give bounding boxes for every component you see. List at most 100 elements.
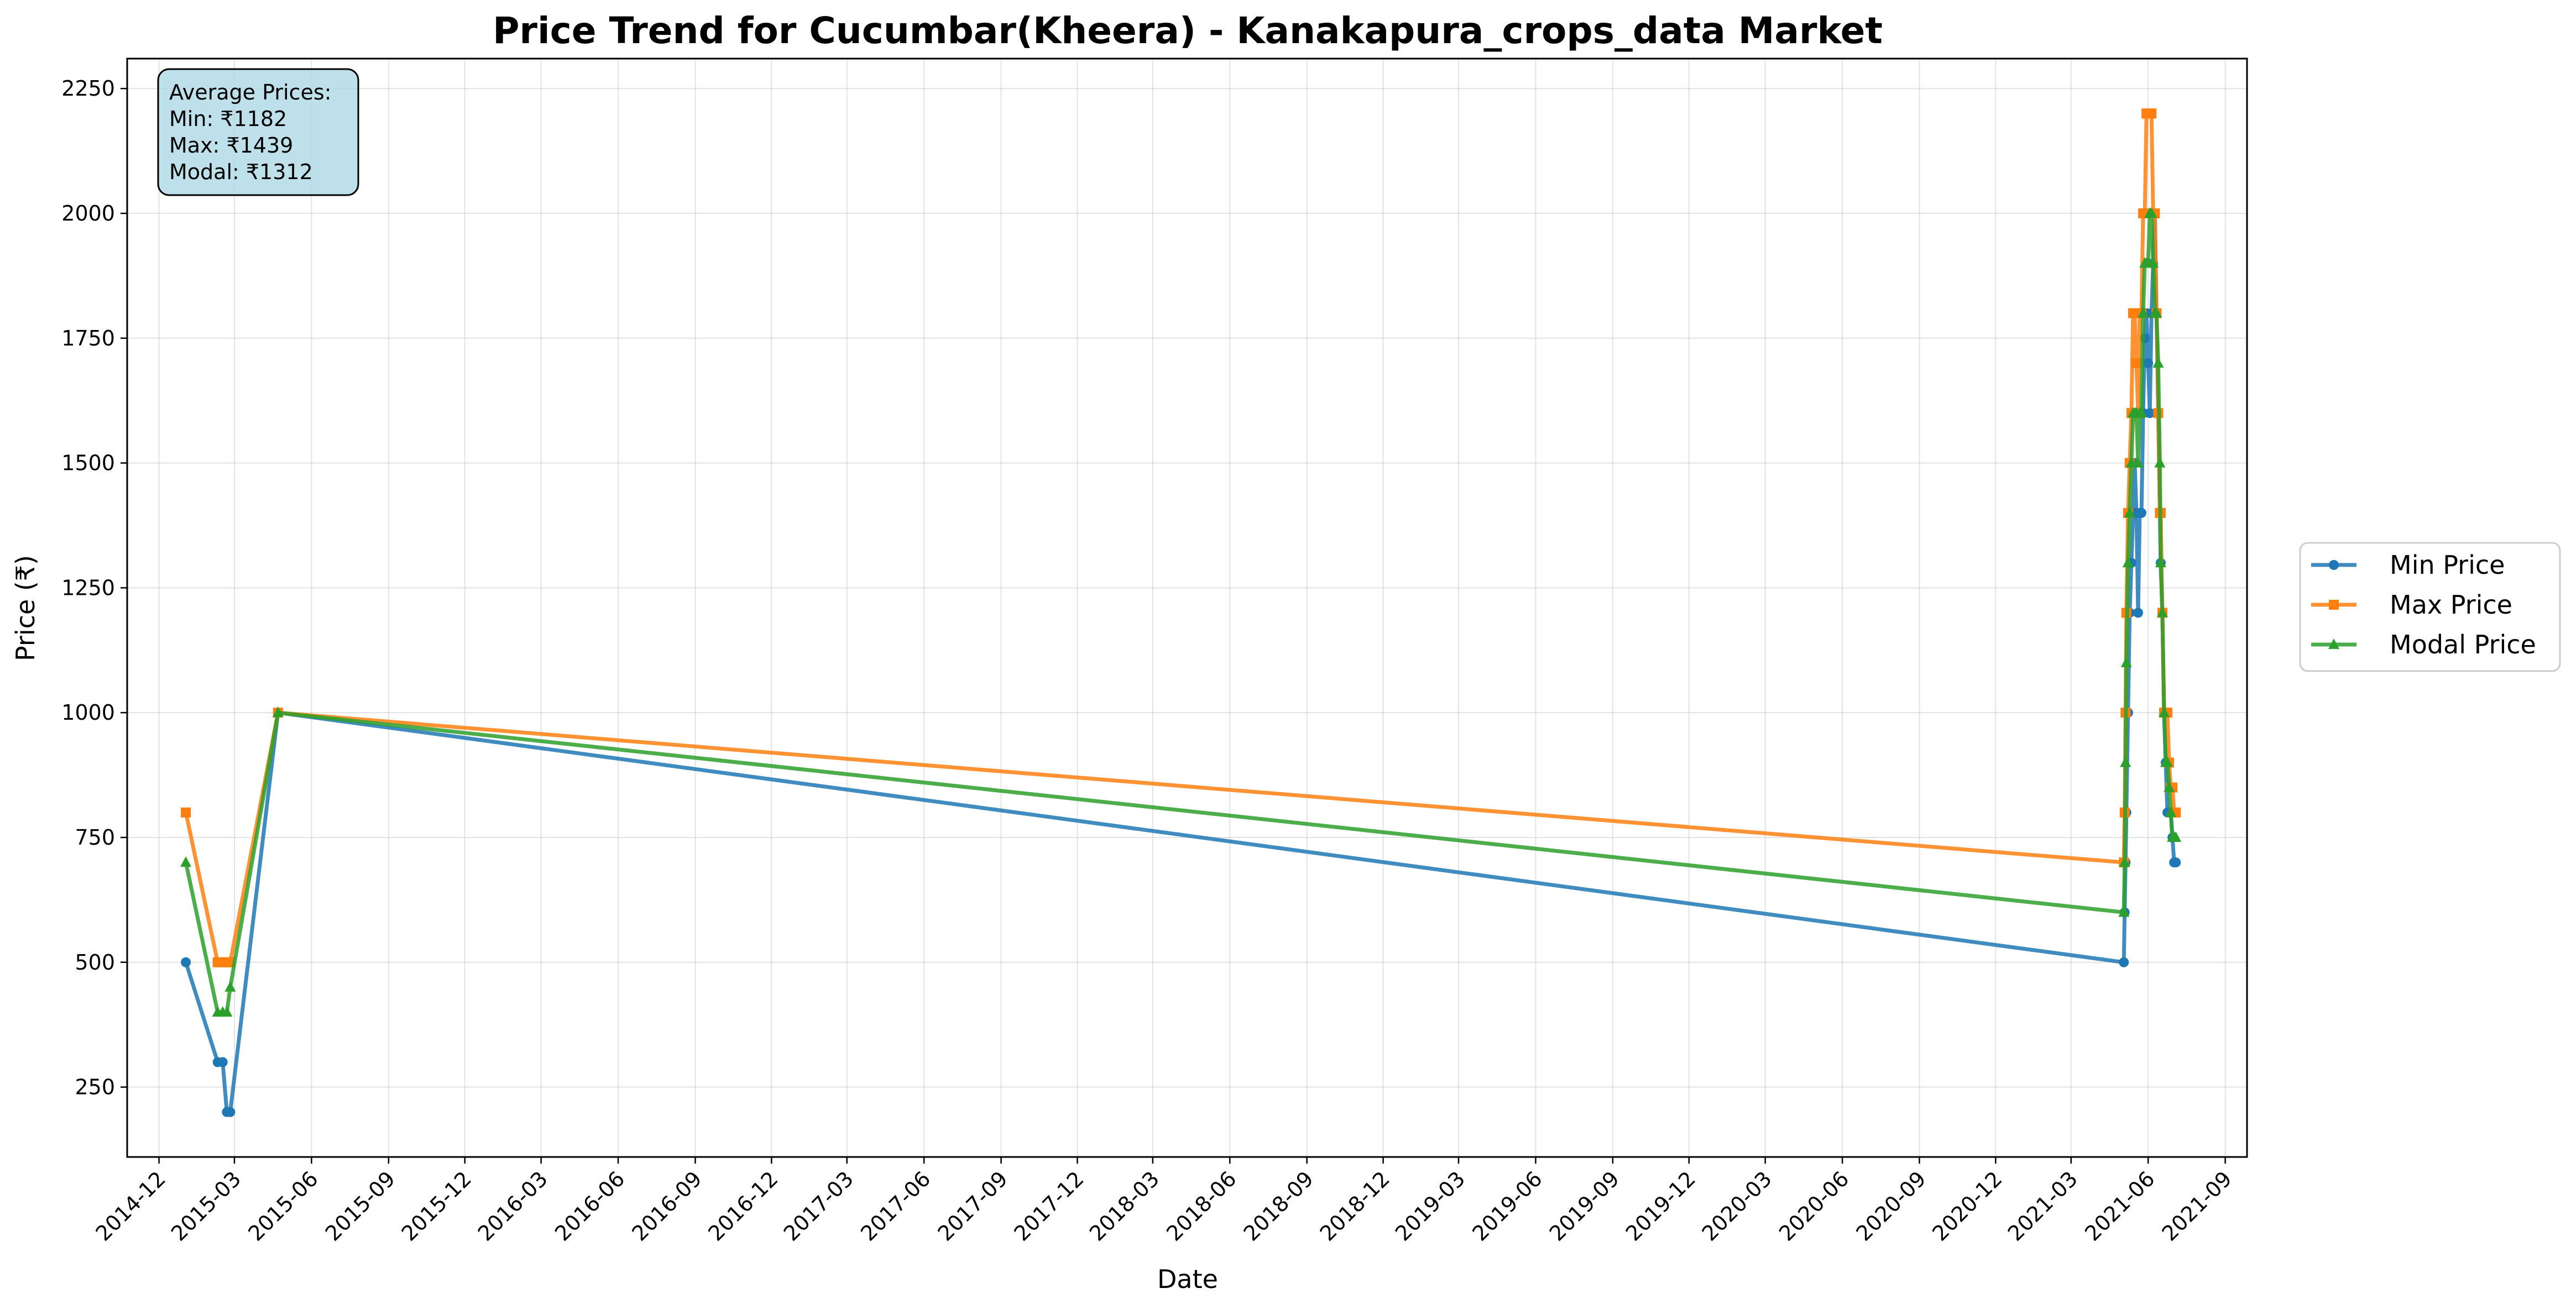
x-tick-label: 2017-06 <box>856 1166 935 1245</box>
modal-price-point <box>272 706 284 718</box>
min-price-line <box>184 211 2176 1114</box>
modal-price-point <box>2162 756 2173 767</box>
x-tick-label: 2018-06 <box>1162 1166 1241 1245</box>
y-tick-label: 1750 <box>61 326 115 350</box>
average-prices-box: Average Prices: Min: ₹1182 Max: ₹1439 Mo… <box>157 68 359 196</box>
modal-price-point <box>224 981 236 992</box>
modal-price-point <box>2170 831 2182 842</box>
x-tick-label: 2017-03 <box>779 1166 858 1245</box>
modal-price-point <box>2136 407 2147 418</box>
min-price-point <box>2119 957 2129 967</box>
min-price-point <box>2136 507 2147 518</box>
legend-label-min-price: Min Price <box>2390 550 2505 580</box>
x-tick-label: 2016-06 <box>550 1166 629 1245</box>
grid-lines <box>127 59 2247 1157</box>
x-tick-label: 2021-09 <box>2157 1166 2237 1245</box>
y-tick-label: 250 <box>75 1075 115 1099</box>
y-tick-label: 2000 <box>61 201 115 226</box>
y-tick-label: 750 <box>75 825 115 850</box>
modal-price-point <box>2122 557 2134 568</box>
x-tick-label: 2021-03 <box>2003 1166 2082 1245</box>
min-price-point <box>225 1107 236 1117</box>
x-tick-label: 2016-12 <box>703 1166 782 1245</box>
legend-marker-min-price <box>2329 560 2339 570</box>
min-price-point <box>181 957 191 967</box>
x-tick-label: 2017-12 <box>1009 1166 1088 1245</box>
min-price-point <box>2133 608 2143 618</box>
plot-frame <box>126 57 2248 1158</box>
modal-price-point <box>2120 756 2131 767</box>
max-price-point <box>181 807 191 818</box>
y-tick-label: 1000 <box>61 700 115 725</box>
x-tick-label: 2019-03 <box>1391 1166 1470 1245</box>
y-tick-label: 500 <box>75 950 115 975</box>
max-price-point <box>2146 108 2157 119</box>
modal-price-point <box>180 856 192 867</box>
y-axis-ticks: 250 500 750 1000 1250 1500 1750 2000 2250 <box>61 76 127 1099</box>
legend-label-max-price: Max Price <box>2390 590 2512 620</box>
x-tick-label: 2020-09 <box>1851 1166 1930 1245</box>
min-price-point <box>2171 857 2181 868</box>
x-tick-label: 2015-09 <box>321 1166 400 1245</box>
modal-price-point <box>2119 856 2130 867</box>
modal-price-point <box>2124 506 2135 517</box>
x-tick-label: 2018-12 <box>1315 1166 1394 1245</box>
modal-price-series <box>180 207 2182 1017</box>
legend-marker-modal-price <box>2328 638 2339 649</box>
x-tick-label: 2015-12 <box>397 1166 476 1245</box>
x-tick-label: 2015-03 <box>166 1166 245 1245</box>
x-axis-ticks: 2014-122015-032015-062015-092015-122016-… <box>91 1157 2237 1246</box>
y-tick-label: 1500 <box>61 451 115 475</box>
x-axis-label: Date <box>1157 1264 1218 1294</box>
modal-price-point <box>2165 806 2177 817</box>
x-tick-label: 2014-12 <box>91 1166 170 1245</box>
x-tick-label: 2016-03 <box>473 1166 552 1245</box>
min-price-point <box>2143 358 2154 368</box>
chart-title: Price Trend for Cucumbar(Kheera) - Kanak… <box>493 9 1883 52</box>
max-price-series <box>181 108 2181 967</box>
min-price-point <box>2145 408 2155 418</box>
legend-item-max-price: Max Price <box>2311 590 2512 620</box>
x-tick-label: 2020-12 <box>1927 1166 2007 1245</box>
x-tick-label: 2015-06 <box>243 1166 322 1245</box>
average-prices-heading: Average Prices: <box>169 80 331 104</box>
modal-price-point <box>2155 557 2166 568</box>
modal-price-point <box>2151 307 2162 318</box>
x-tick-label: 2020-06 <box>1774 1166 1853 1245</box>
modal-price-point <box>2156 606 2168 617</box>
y-tick-label: 2250 <box>61 76 115 101</box>
modal-price-point <box>2120 656 2132 667</box>
x-tick-label: 2018-03 <box>1085 1166 1164 1245</box>
y-axis-label: Price (₹) <box>11 555 40 661</box>
modal-price-point <box>2158 706 2170 718</box>
modal-price-line <box>184 211 2176 1014</box>
average-modal-price: Modal: ₹1312 <box>169 160 313 184</box>
legend-label-modal-price: Modal Price <box>2390 630 2536 659</box>
x-tick-label: 2021-06 <box>2080 1166 2159 1245</box>
x-tick-label: 2019-06 <box>1467 1166 1546 1245</box>
average-max-price: Max: ₹1439 <box>169 133 293 158</box>
legend: Min Price Max Price Modal Price <box>2299 542 2561 672</box>
x-tick-label: 2020-03 <box>1697 1166 1776 1245</box>
min-price-series <box>181 208 2181 1117</box>
legend-frame <box>2299 542 2561 672</box>
x-tick-label: 2019-12 <box>1621 1166 1700 1245</box>
modal-price-point <box>2118 906 2130 917</box>
legend-marker-max-price <box>2329 600 2339 610</box>
x-tick-label: 2019-09 <box>1545 1166 1624 1245</box>
average-min-price: Min: ₹1182 <box>169 107 287 131</box>
modal-price-point <box>2132 457 2144 468</box>
legend-item-modal-price: Modal Price <box>2311 630 2536 659</box>
modal-price-point <box>2147 257 2159 268</box>
min-price-point <box>217 1057 228 1067</box>
modal-price-point <box>2138 307 2149 318</box>
x-tick-label: 2018-09 <box>1239 1166 1318 1245</box>
modal-price-point <box>2154 457 2166 468</box>
series-layer <box>180 108 2182 1117</box>
modal-price-point <box>2146 207 2157 218</box>
modal-price-point <box>2152 357 2164 368</box>
modal-price-point <box>221 1006 233 1017</box>
y-tick-label: 1250 <box>61 575 115 600</box>
max-price-point <box>2131 358 2141 368</box>
